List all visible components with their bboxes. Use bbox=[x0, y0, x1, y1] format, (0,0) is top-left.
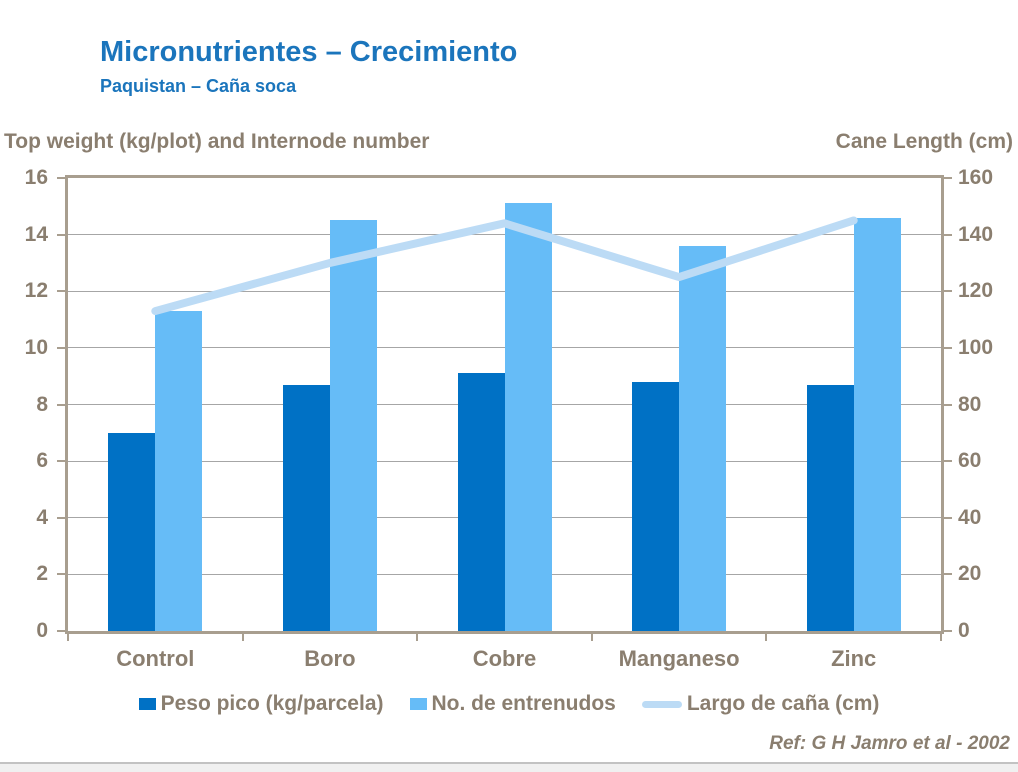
left-axis-tick-12: 12 bbox=[24, 279, 48, 303]
left-tick-mark-4 bbox=[57, 516, 65, 519]
legend-label: Largo de caña (cm) bbox=[686, 692, 880, 715]
category-label-boro: Boro bbox=[304, 646, 356, 671]
legend-label: Peso pico (kg/parcela) bbox=[160, 692, 384, 715]
chart-legend: Peso pico (kg/parcela) No. de entrenudos… bbox=[0, 692, 1018, 716]
largo-cana-line bbox=[151, 216, 858, 316]
right-tick-mark-100 bbox=[944, 346, 952, 349]
bar-peso-zinc bbox=[806, 384, 854, 631]
bottom-strip bbox=[0, 764, 1018, 772]
legend-item-largo-cana: Largo de caña (cm) bbox=[641, 692, 880, 716]
right-axis-tick-20: 20 bbox=[958, 562, 982, 586]
legend-label: No. de entrenudos bbox=[431, 692, 616, 715]
right-axis-title: Cane Length (cm) bbox=[835, 130, 1013, 153]
bottom-tick-mark-3 bbox=[590, 634, 593, 641]
bar-no.-zinc bbox=[853, 217, 901, 631]
right-axis-tick-60: 60 bbox=[958, 449, 982, 473]
left-tick-mark-16 bbox=[57, 177, 65, 179]
left-tick-mark-10 bbox=[57, 346, 65, 349]
left-axis-tick-0: 0 bbox=[36, 619, 48, 642]
left-tick-mark-0 bbox=[57, 630, 65, 632]
bar-no.-boro bbox=[329, 220, 377, 631]
right-tick-mark-140 bbox=[944, 233, 952, 236]
right-tick-mark-0 bbox=[944, 630, 952, 632]
chart-subtitle: Paquistan – Caña soca bbox=[100, 76, 297, 96]
left-tick-mark-12 bbox=[57, 290, 65, 293]
bottom-tick-mark-4 bbox=[765, 634, 768, 641]
left-axis-tick-2: 2 bbox=[36, 562, 48, 586]
bar-no.-control bbox=[155, 311, 203, 631]
plot-area bbox=[65, 175, 944, 634]
legend-item-peso-pico: Peso pico (kg/parcela) bbox=[138, 692, 384, 716]
right-tick-mark-60 bbox=[944, 460, 952, 463]
left-axis-tick-10: 10 bbox=[24, 335, 48, 359]
left-tick-mark-14 bbox=[57, 233, 65, 236]
category-label-manganeso: Manganeso bbox=[618, 646, 740, 671]
right-tick-mark-160 bbox=[944, 177, 952, 179]
bar-peso-boro bbox=[282, 384, 330, 631]
right-tick-mark-80 bbox=[944, 403, 952, 406]
right-tick-mark-40 bbox=[944, 516, 952, 519]
reference-note: Ref: G H Jamro et al - 2002 bbox=[769, 733, 1010, 754]
bottom-tick-mark-0 bbox=[67, 634, 69, 641]
bottom-divider bbox=[0, 762, 1018, 764]
left-axis-tick-8: 8 bbox=[36, 392, 48, 416]
left-tick-mark-6 bbox=[57, 460, 65, 463]
right-tick-mark-120 bbox=[944, 290, 952, 293]
right-axis-tick-140: 140 bbox=[958, 222, 994, 246]
category-label-cobre: Cobre bbox=[472, 646, 537, 671]
left-tick-mark-8 bbox=[57, 403, 65, 406]
right-axis-tick-160: 160 bbox=[958, 166, 994, 189]
category-label-control: Control bbox=[116, 646, 195, 671]
line-swatch-pale-blue-icon bbox=[641, 700, 682, 708]
bottom-tick-mark-2 bbox=[416, 634, 419, 641]
bar-peso-cobre bbox=[457, 373, 505, 631]
bottom-tick-mark-5 bbox=[940, 634, 942, 641]
bar-swatch-dark-blue-icon bbox=[138, 698, 156, 710]
bar-no.-cobre bbox=[504, 203, 552, 631]
left-axis-tick-6: 6 bbox=[36, 449, 48, 473]
bar-peso-manganeso bbox=[632, 381, 680, 631]
left-axis-tick-4: 4 bbox=[36, 505, 48, 529]
right-axis-tick-40: 40 bbox=[958, 505, 982, 529]
chart-title: Micronutrientes – Crecimiento bbox=[100, 36, 518, 68]
right-axis-tick-120: 120 bbox=[958, 279, 994, 303]
left-axis-tick-14: 14 bbox=[24, 222, 48, 246]
left-axis-title: Top weight (kg/plot) and Internode numbe… bbox=[4, 130, 430, 153]
legend-item-entrenudos: No. de entrenudos bbox=[409, 692, 616, 716]
left-tick-mark-2 bbox=[57, 573, 65, 576]
bar-no.-manganeso bbox=[679, 245, 727, 631]
right-axis-tick-100: 100 bbox=[958, 335, 994, 359]
bar-peso-control bbox=[108, 432, 156, 631]
right-axis-tick-80: 80 bbox=[958, 392, 982, 416]
bottom-tick-mark-1 bbox=[241, 634, 244, 641]
right-axis-tick-0: 0 bbox=[958, 619, 970, 642]
left-axis-tick-16: 16 bbox=[24, 166, 48, 189]
right-tick-mark-20 bbox=[944, 573, 952, 576]
category-label-zinc: Zinc bbox=[831, 646, 877, 671]
bar-swatch-light-blue-icon bbox=[409, 698, 427, 710]
